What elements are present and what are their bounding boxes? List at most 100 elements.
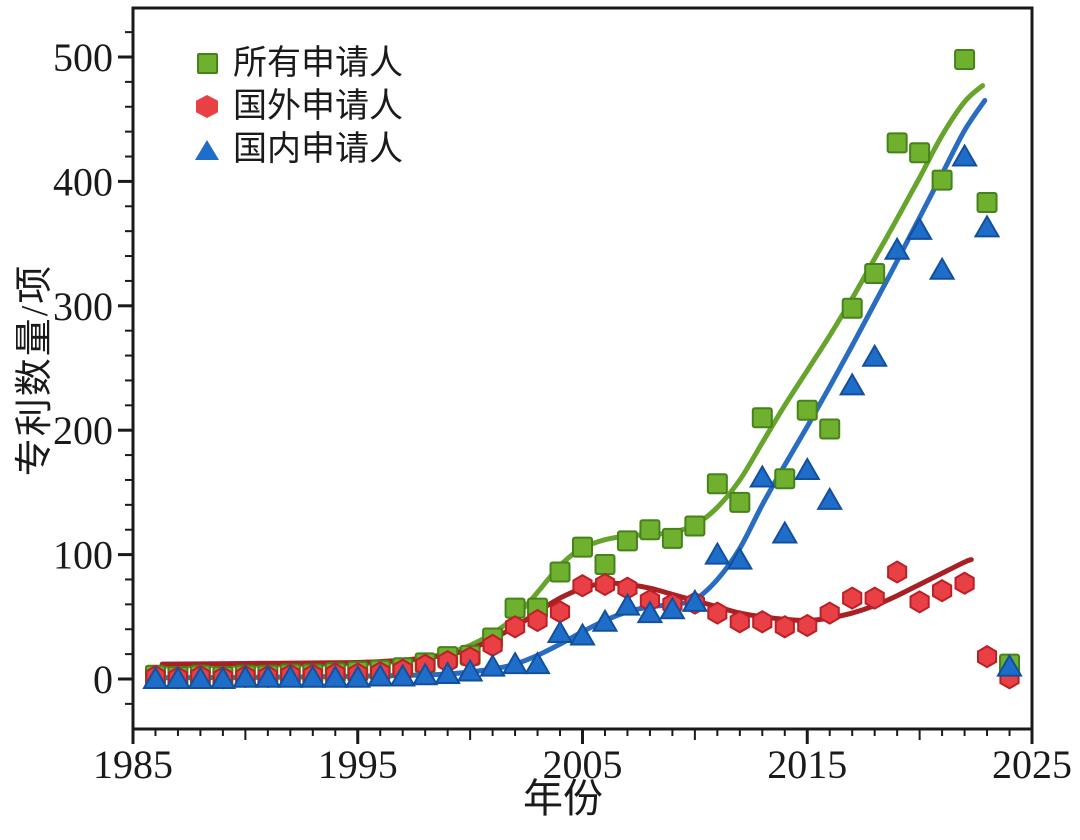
marker-all [661, 527, 683, 549]
marker-foreign [842, 586, 863, 610]
marker-domestic [209, 665, 237, 689]
x-axis: 1985 1995 2005 2015 2025 [93, 729, 1072, 787]
marker-domestic [546, 619, 574, 643]
legend-item-foreign-applicants: 国外申请人 [194, 85, 403, 128]
marker-domestic [951, 143, 978, 167]
triangle-marker-icon [195, 139, 219, 160]
y-axis: 0 100 200 300 400 500 [53, 31, 133, 705]
marker-domestic [524, 651, 551, 675]
marker-foreign [887, 560, 908, 584]
marker-foreign [752, 610, 773, 634]
marker-all [706, 473, 728, 495]
marker-foreign [572, 574, 593, 598]
marker-all [639, 519, 661, 541]
marker-foreign [909, 590, 930, 614]
square-marker-icon [196, 53, 218, 74]
marker-domestic [794, 456, 821, 480]
marker-all [841, 297, 863, 319]
marker-domestic [366, 663, 394, 687]
marker-foreign [864, 586, 885, 610]
marker-domestic [501, 651, 529, 675]
marker-all [729, 491, 751, 513]
marker-domestic [434, 660, 461, 684]
marker-all [751, 407, 773, 429]
x-tick-label: 1995 [318, 742, 398, 787]
legend-swatch-wrap [194, 95, 220, 118]
x-tick-label: 2015 [767, 742, 847, 787]
marker-foreign [774, 615, 795, 639]
x-tick-label: 1985 [93, 742, 173, 787]
marker-domestic [973, 214, 1001, 238]
marker-foreign [505, 615, 526, 639]
marker-domestic [569, 622, 596, 646]
trend-path-all [159, 83, 986, 669]
marker-all [549, 561, 571, 583]
marker-domestic [749, 464, 776, 488]
marker-domestic [456, 658, 484, 682]
marker-domestic [142, 665, 169, 689]
marker-all [864, 262, 886, 284]
marker-foreign [707, 601, 728, 625]
marker-all [504, 597, 526, 619]
legend-label-foreign: 国外申请人 [233, 88, 403, 125]
legend-item-all-applicants: 所有申请人 [194, 42, 403, 85]
marker-domestic [928, 256, 956, 280]
frame [131, 6, 1034, 731]
marker-domestic [816, 486, 843, 510]
marker-domestic [906, 216, 933, 240]
marker-all [954, 48, 976, 70]
series-markers-domestic [142, 143, 1023, 689]
y-tick-label: 200 [53, 408, 113, 453]
marker-domestic [636, 600, 664, 624]
legend-swatch-wrap [194, 53, 220, 74]
y-axis-title: 专利数量/项 [14, 263, 56, 477]
marker-all [976, 192, 998, 214]
marker-all [594, 554, 616, 576]
marker-foreign [482, 633, 503, 658]
y-tick-label: 100 [53, 533, 113, 578]
marker-domestic [389, 663, 416, 687]
marker-domestic [726, 546, 754, 570]
marker-all [774, 468, 796, 490]
y-tick-label: 500 [53, 35, 113, 80]
marker-all [616, 530, 638, 552]
marker-domestic [232, 664, 259, 688]
marker-domestic [164, 665, 192, 689]
marker-foreign [549, 600, 571, 624]
legend-label-domestic: 国内申请人 [233, 131, 403, 168]
marker-all [572, 536, 593, 558]
marker-foreign [729, 610, 750, 634]
marker-domestic [681, 588, 709, 612]
marker-foreign [594, 572, 616, 597]
marker-domestic [614, 592, 641, 616]
legend-swatch-wrap [194, 139, 220, 160]
marker-foreign [527, 608, 548, 633]
marker-domestic [411, 662, 439, 686]
marker-all [796, 399, 818, 421]
marker-domestic [591, 608, 619, 632]
marker-foreign [977, 644, 998, 669]
marker-domestic [838, 372, 866, 396]
marker-domestic [344, 664, 372, 688]
marker-domestic [299, 664, 327, 688]
x-axis-title: 年份 [523, 776, 603, 821]
legend-item-domestic-applicants: 国内申请人 [194, 128, 403, 171]
marker-all [819, 418, 841, 440]
y-tick-label: 0 [93, 657, 113, 702]
marker-domestic [704, 541, 731, 565]
marker-all [684, 515, 706, 537]
marker-all [909, 142, 931, 164]
marker-foreign [819, 601, 840, 625]
marker-all [886, 132, 908, 154]
y-tick-label: 300 [53, 284, 113, 329]
marker-domestic [479, 653, 506, 677]
y-tick-label: 400 [53, 159, 113, 204]
legend-label-all: 所有申请人 [233, 45, 403, 82]
marker-all [931, 169, 953, 191]
marker-foreign [954, 571, 975, 595]
legend: 所有申请人 国外申请人 国内申请人 [194, 42, 403, 171]
marker-domestic [771, 520, 799, 544]
marker-domestic [277, 664, 304, 688]
